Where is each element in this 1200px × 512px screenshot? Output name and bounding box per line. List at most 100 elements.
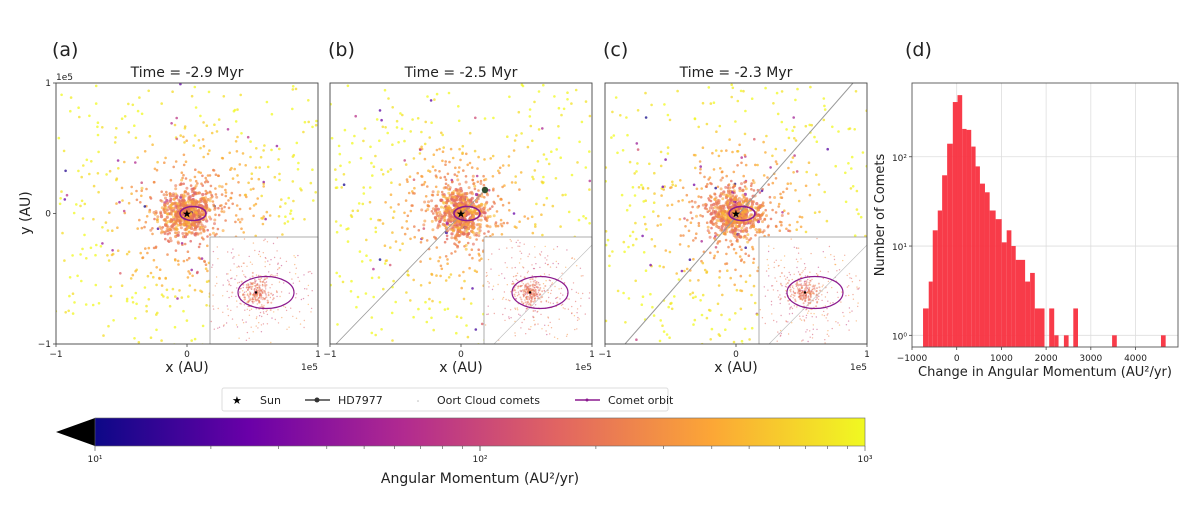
oort-comet-point (514, 139, 517, 142)
inset-comet-point (252, 301, 254, 303)
oort-comet-point (469, 162, 472, 165)
oort-comet-point (427, 204, 430, 207)
inset-comet-point (264, 292, 266, 294)
oort-comet-point (699, 172, 702, 175)
oort-comet-point (278, 148, 281, 151)
inset-comet-point (293, 255, 294, 256)
oort-comet-point (719, 240, 722, 243)
inset-comet-point (561, 273, 562, 274)
oort-comet-point (622, 292, 625, 295)
oort-comet-point (134, 317, 137, 320)
oort-comet-point (704, 207, 707, 210)
oort-comet-point (345, 228, 348, 231)
oort-comet-point (649, 264, 652, 267)
oort-comet-point (64, 170, 67, 173)
oort-comet-point (442, 202, 445, 205)
oort-comet-point (85, 257, 88, 260)
oort-comet-point (718, 284, 721, 287)
inset-comet-point (260, 256, 261, 257)
inset-comet-point (768, 275, 769, 276)
oort-comet-point (420, 241, 423, 244)
oort-comet-point (335, 178, 338, 181)
inset-comet-point (263, 311, 264, 312)
inset-comet-point (212, 294, 213, 295)
inset-comet-point (283, 282, 284, 283)
oort-comet-point (598, 218, 601, 221)
oort-comet-point (451, 191, 454, 194)
oort-comet-point (534, 169, 537, 172)
oort-comet-point (496, 210, 499, 213)
inset-comet-point (559, 298, 560, 299)
oort-comet-point (206, 192, 209, 195)
oort-comet-point (384, 262, 387, 265)
inset-comet-point (506, 267, 507, 268)
inset-comet-point (213, 251, 214, 252)
oort-comet-point (532, 232, 535, 235)
oort-comet-point (715, 149, 718, 152)
panel-letter-c: (c) (603, 39, 628, 61)
oort-comet-point (459, 187, 462, 190)
oort-comet-point (694, 118, 697, 121)
oort-comet-point (730, 180, 733, 183)
oort-comet-point (180, 54, 183, 57)
inset-comet-point (231, 277, 232, 278)
oort-comet-point (647, 187, 650, 190)
inset-comet-point (286, 261, 287, 262)
oort-comet-point (483, 206, 486, 209)
oort-comet-point (458, 148, 461, 151)
oort-comet-point (673, 295, 676, 298)
inset-comet-point (270, 293, 272, 295)
oort-comet-point (175, 226, 178, 229)
oort-comet-point (805, 125, 808, 128)
oort-comet-point (681, 270, 684, 273)
oort-comet-point (201, 193, 204, 196)
oort-comet-point (266, 211, 269, 214)
oort-comet-point (612, 187, 615, 190)
hd7977-marker (482, 187, 488, 193)
inset-comet-point (267, 302, 269, 304)
oort-comet-point (109, 170, 112, 173)
oort-comet-point (671, 308, 674, 311)
oort-comet-point (585, 166, 588, 169)
inset-comet-point (529, 279, 530, 280)
inset-comet-point (217, 246, 218, 247)
inset-comet-point (557, 246, 558, 247)
inset-comet-point (263, 240, 264, 241)
oort-comet-point (63, 150, 66, 153)
oort-comet-point (16, 175, 19, 178)
oort-comet-point (262, 185, 265, 188)
oort-comet-point (695, 232, 698, 235)
oort-comet-point (423, 220, 426, 223)
oort-comet-point (292, 180, 295, 183)
oort-comet-point (600, 286, 603, 289)
oort-comet-point (311, 168, 314, 171)
oort-comet-point (688, 230, 691, 233)
inset-comet-point (254, 250, 255, 251)
inset-comet-point (543, 283, 544, 284)
oort-comet-point (280, 198, 283, 201)
oort-comet-point (279, 205, 282, 208)
oort-comet-point (513, 212, 516, 215)
oort-comet-point (653, 172, 656, 175)
oort-comet-point (613, 134, 616, 137)
oort-comet-point (362, 203, 365, 206)
oort-comet-point (379, 109, 382, 112)
oort-comet-point (276, 145, 279, 148)
oort-comet-point (661, 324, 664, 327)
x-tick-label: 0 (458, 350, 464, 360)
inset-comet-point (533, 310, 535, 312)
oort-comet-point (725, 221, 728, 224)
oort-comet-point (692, 239, 695, 242)
oort-comet-point (169, 220, 172, 223)
oort-comet-point (331, 137, 334, 140)
oort-comet-point (365, 254, 368, 257)
oort-comet-point (440, 265, 443, 268)
oort-comet-point (155, 246, 158, 249)
inset-comet-point (518, 292, 519, 293)
oort-comet-point (382, 288, 385, 291)
oort-comet-point (702, 102, 705, 105)
inset-comet-point (265, 266, 266, 267)
oort-comet-point (431, 228, 434, 231)
oort-comet-point (552, 205, 555, 208)
inset-comet-point (254, 301, 255, 302)
